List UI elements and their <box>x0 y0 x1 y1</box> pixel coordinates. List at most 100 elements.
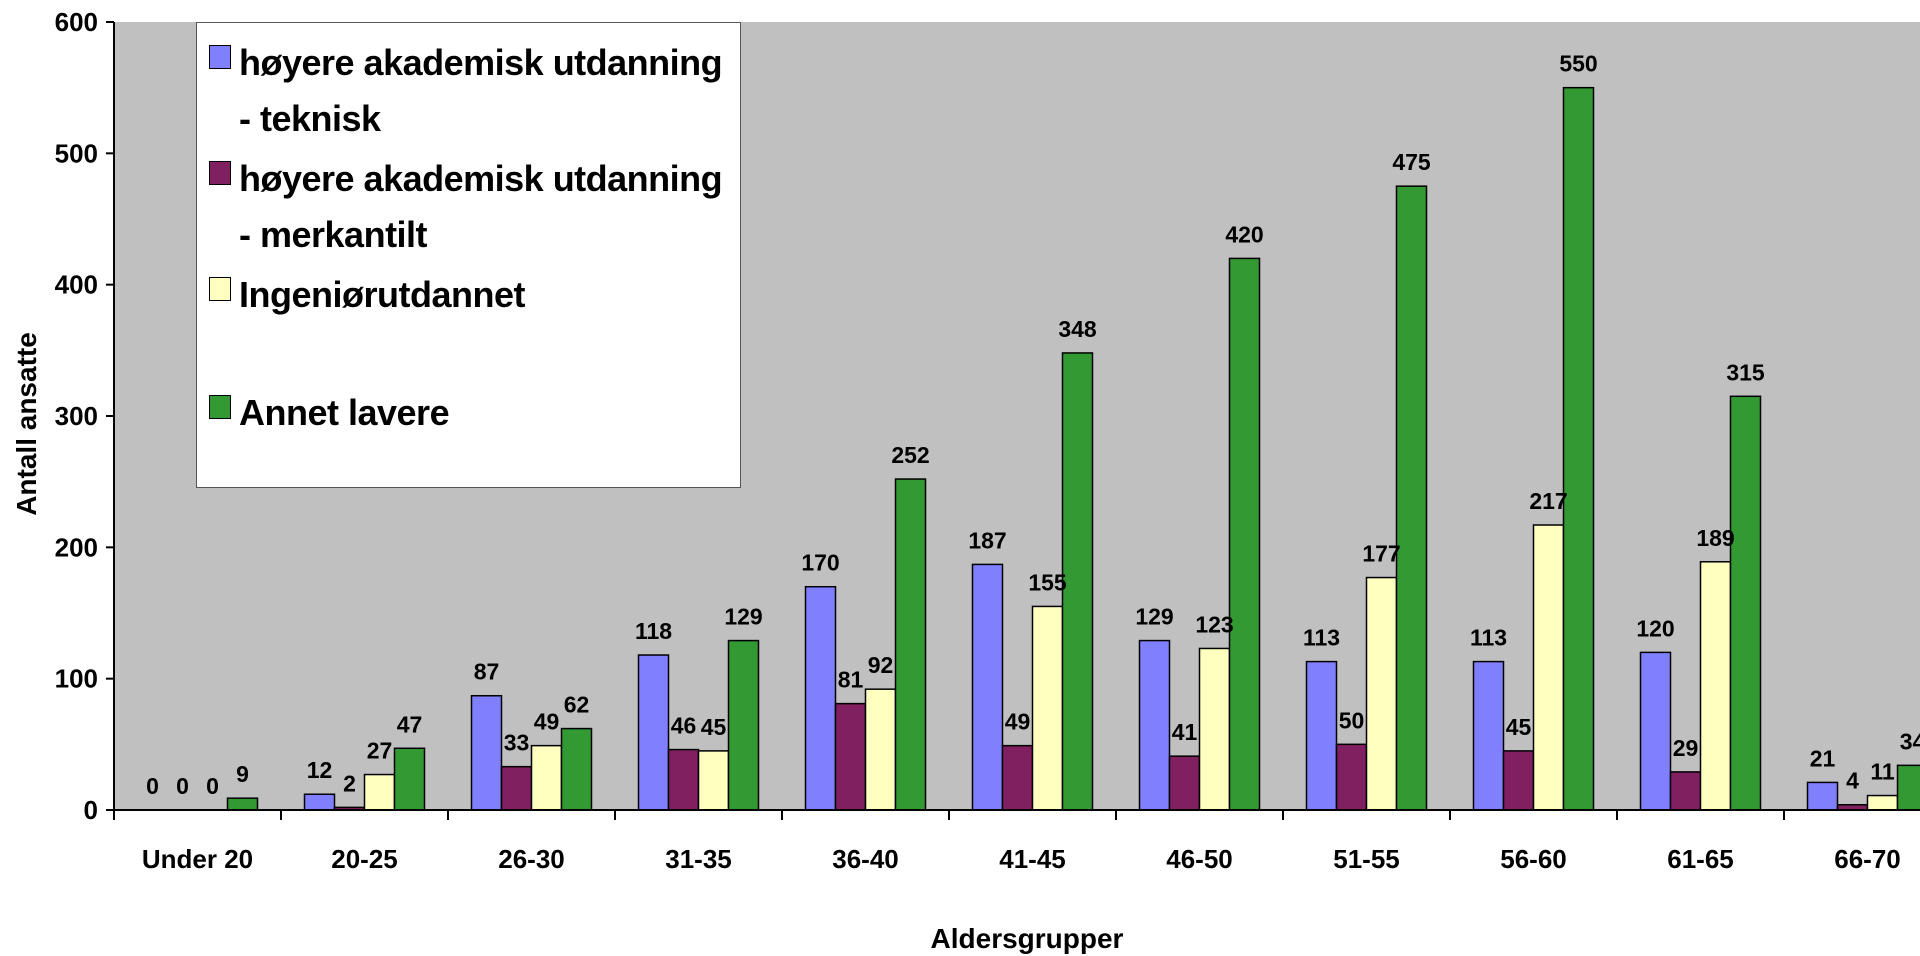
bar-s3-61-65 <box>1729 395 1762 811</box>
data-label-s2-31-35: 45 <box>701 714 727 740</box>
bar-s0-36-40 <box>804 585 837 811</box>
legend-item-annet-lavere: Annet lavere <box>209 385 739 441</box>
bars-group <box>226 86 1920 811</box>
bar-s0-46-50 <box>1138 639 1171 811</box>
y-tick-label-400: 400 <box>55 270 98 300</box>
legend: høyere akademisk utdanning - teknisk høy… <box>196 22 741 488</box>
data-label-s2-41-45: 155 <box>1028 569 1067 595</box>
x-axis-title: Aldersgrupper <box>931 923 1124 954</box>
data-label-s3-20-25: 47 <box>397 711 423 737</box>
data-label-s0-46-50: 129 <box>1135 604 1173 630</box>
bar-s0-26-30 <box>470 694 503 811</box>
y-tick-label-600: 600 <box>55 7 98 37</box>
data-label-s0-61-65: 120 <box>1636 615 1674 641</box>
data-label-s2-26-30: 49 <box>534 709 560 735</box>
bar-s0-56-60 <box>1472 660 1505 811</box>
data-label-s0-56-60: 113 <box>1470 625 1507 651</box>
x-tick-label-51-55: 51-55 <box>1333 844 1400 874</box>
bar-s3-56-60 <box>1562 86 1595 811</box>
data-label-s2-61-65: 189 <box>1696 525 1734 551</box>
legend-swatch-merkantilt <box>209 161 231 185</box>
data-label-s1-26-30: 33 <box>504 730 530 756</box>
bar-s2-36-40 <box>864 688 897 811</box>
data-label-s3-51-55: 475 <box>1392 149 1431 175</box>
bar-s3-Under 20 <box>226 797 259 811</box>
data-label-s0-20-25: 12 <box>307 757 333 783</box>
y-tick-label-300: 300 <box>55 401 98 431</box>
data-label-s1-41-45: 49 <box>1005 709 1031 735</box>
data-label-s1-46-50: 41 <box>1172 719 1198 745</box>
bar-s0-66-70 <box>1806 781 1839 811</box>
data-label-s1-36-40: 81 <box>838 667 864 693</box>
data-label-s2-Under 20: 0 <box>206 773 219 799</box>
data-label-s0-51-55: 113 <box>1303 625 1340 651</box>
data-label-s1-Under 20: 0 <box>176 773 189 799</box>
bar-s2-51-55 <box>1365 576 1398 811</box>
bar-s1-26-30 <box>500 765 533 811</box>
bar-s2-26-30 <box>530 744 563 811</box>
bar-s0-20-25 <box>303 793 336 811</box>
y-axis-title: Antall ansatte <box>11 332 42 516</box>
x-tick-label-36-40: 36-40 <box>832 844 899 874</box>
data-label-s1-61-65: 29 <box>1673 735 1699 761</box>
x-tick-label-20-25: 20-25 <box>331 844 398 874</box>
x-tick-label-Under 20: Under 20 <box>142 844 253 874</box>
data-label-s3-31-35: 129 <box>724 604 762 630</box>
data-label-s3-Under 20: 9 <box>236 761 249 787</box>
bar-s1-41-45 <box>1001 744 1034 811</box>
data-label-s2-36-40: 92 <box>868 652 894 678</box>
x-tick-label-61-65: 61-65 <box>1667 844 1734 874</box>
data-label-s3-36-40: 252 <box>891 442 929 468</box>
data-label-s3-56-60: 550 <box>1559 51 1597 77</box>
data-label-s2-51-55: 177 <box>1362 541 1400 567</box>
data-label-s0-66-70: 21 <box>1810 745 1836 771</box>
data-label-s2-66-70: 11 <box>1870 759 1895 785</box>
bar-s2-56-60 <box>1532 524 1565 811</box>
data-label-s1-20-25: 2 <box>343 770 356 796</box>
x-tick-label-26-30: 26-30 <box>498 844 565 874</box>
bar-s2-66-70 <box>1866 794 1899 811</box>
data-label-s1-66-70: 4 <box>1846 768 1859 794</box>
bar-s3-46-50 <box>1228 257 1261 811</box>
bar-s2-61-65 <box>1699 561 1732 811</box>
legend-swatch-ingeniorutdannet <box>209 277 231 301</box>
bar-s3-36-40 <box>894 478 927 811</box>
legend-item-merkantilt: høyere akademisk utdanning - merkantilt <box>209 151 739 263</box>
data-label-s3-66-70: 34 <box>1900 728 1920 754</box>
data-label-s3-61-65: 315 <box>1726 359 1765 385</box>
data-label-s0-26-30: 87 <box>474 659 500 685</box>
data-label-s3-41-45: 348 <box>1058 316 1097 342</box>
data-label-s3-46-50: 420 <box>1225 221 1263 247</box>
data-label-s0-41-45: 187 <box>968 527 1006 553</box>
bar-s2-46-50 <box>1198 647 1231 811</box>
legend-item-teknisk: høyere akademisk utdanning - teknisk <box>209 35 739 147</box>
legend-swatch-annet-lavere <box>209 395 231 419</box>
x-tick-label-46-50: 46-50 <box>1166 844 1233 874</box>
bar-s0-51-55 <box>1305 660 1338 811</box>
bar-s1-56-60 <box>1502 750 1535 811</box>
legend-label-ingeniorutdannet: Ingeniørutdannet <box>239 274 525 315</box>
bar-s3-41-45 <box>1061 352 1094 811</box>
data-label-s3-26-30: 62 <box>564 692 590 718</box>
bar-s2-41-45 <box>1031 605 1064 811</box>
bar-s1-51-55 <box>1335 743 1368 811</box>
y-tick-label-100: 100 <box>55 664 98 694</box>
legend-label-merkantilt: høyere akademisk utdanning - merkantilt <box>239 158 723 255</box>
data-label-s2-46-50: 123 <box>1195 611 1233 637</box>
legend-item-ingeniorutdannet: Ingeniørutdannet <box>209 267 739 323</box>
bar-s1-36-40 <box>834 702 867 811</box>
data-label-s1-31-35: 46 <box>671 713 697 739</box>
bar-s1-46-50 <box>1168 755 1201 811</box>
legend-label-teknisk: høyere akademisk utdanning - teknisk <box>239 42 723 139</box>
legend-swatch-teknisk <box>209 45 231 69</box>
y-tick-label-200: 200 <box>55 532 98 562</box>
data-label-s2-56-60: 217 <box>1529 488 1567 514</box>
x-tick-label-31-35: 31-35 <box>665 844 732 874</box>
bar-s3-26-30 <box>560 727 593 811</box>
legend-label-annet-lavere: Annet lavere <box>239 392 450 433</box>
x-tick-label-66-70: 66-70 <box>1834 844 1901 874</box>
data-label-s0-36-40: 170 <box>801 550 839 576</box>
